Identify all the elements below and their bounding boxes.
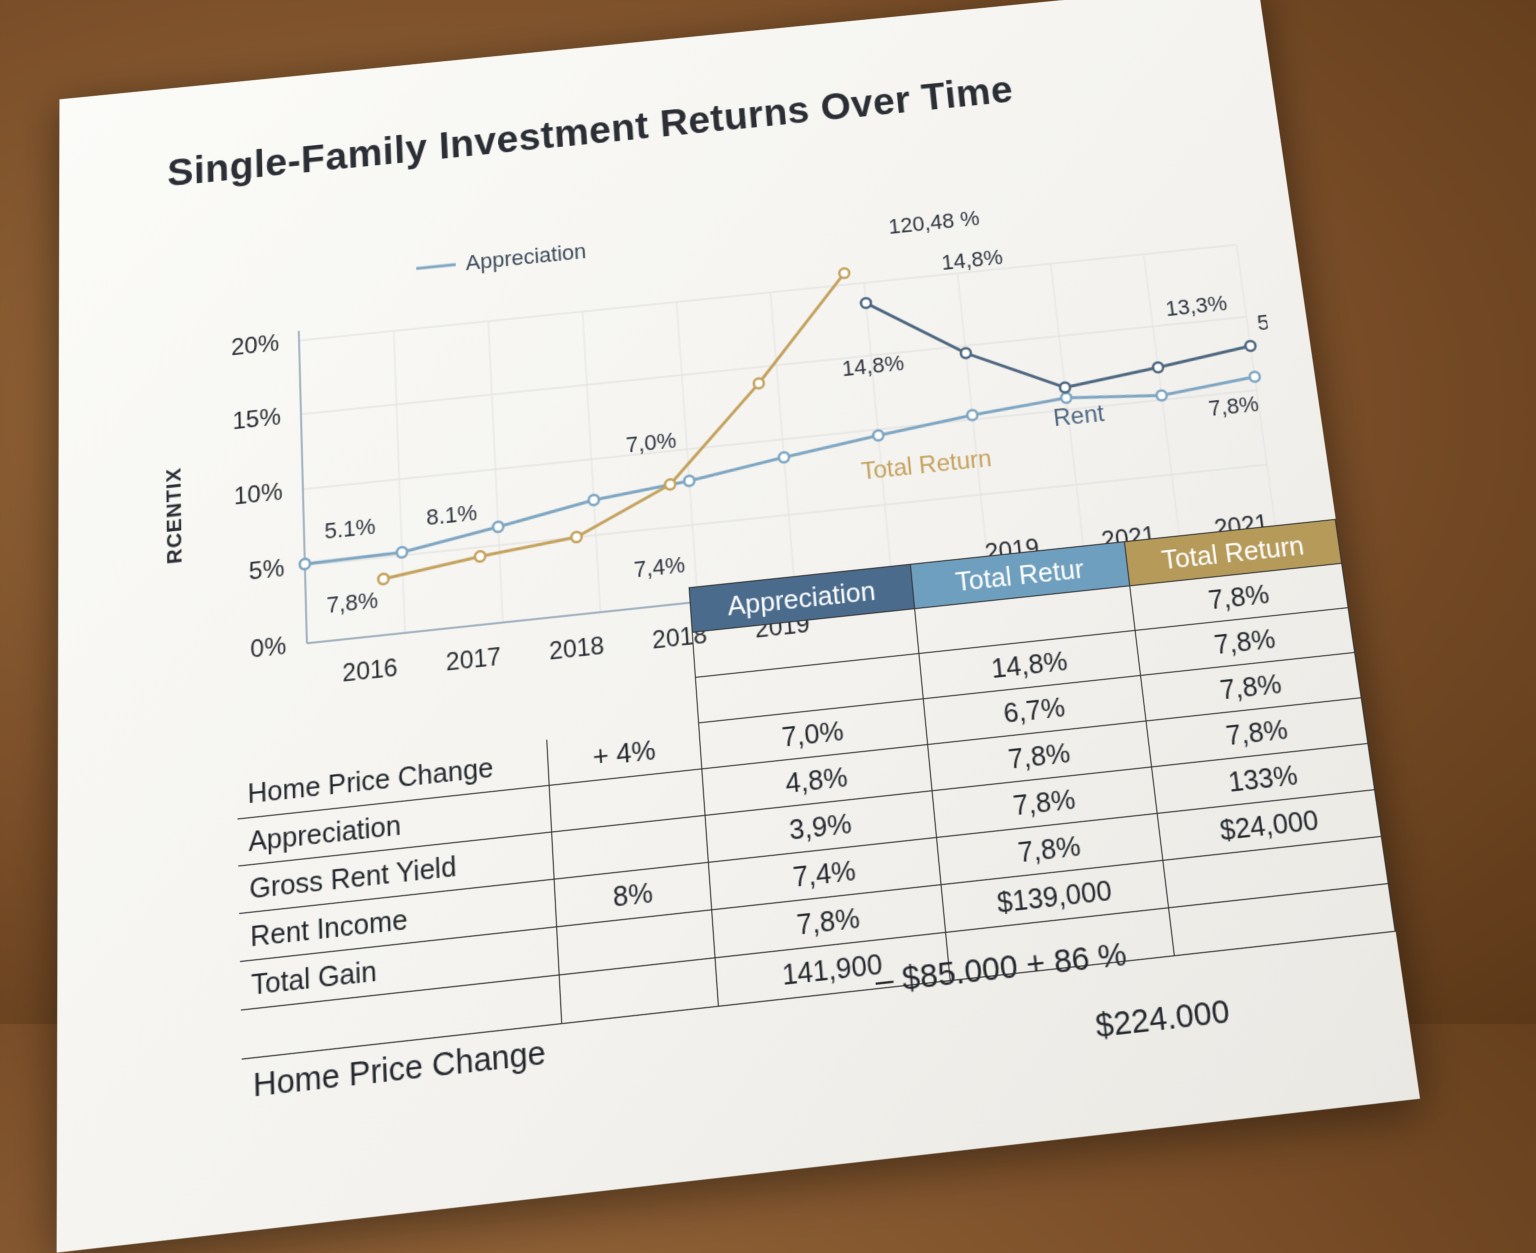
data-point [1249,371,1260,382]
series-label-rent: Rent [1052,399,1106,431]
data-point [1245,341,1256,352]
y-tick-label: 15% [232,403,281,434]
y-ticks: 0%5%10%15%20% [231,329,287,664]
gridline-v [583,312,601,613]
data-point [378,573,389,584]
gridline-v [770,292,795,591]
data-label: 14,8% [940,246,1004,276]
data-label: 7,8% [326,587,378,618]
legend: Appreciation [416,239,587,280]
data-label: 14,8% [841,351,905,382]
data-point [1059,382,1070,393]
data-point [967,410,978,421]
data-point [861,298,872,309]
y-tick-label: 5% [249,554,285,585]
data-point [588,494,599,505]
data-label: 7,0% [625,428,677,458]
data-point [873,430,884,441]
data-point [960,348,971,359]
legend-appreciation-label: Appreciation [465,239,587,275]
data-label: 5.1% [324,514,376,544]
data-point [397,547,408,558]
gridline-h [299,245,1236,341]
data-label: 120,48 % [887,206,980,239]
paper-sheet: Single-Family Investment Returns Over Ti… [57,0,1420,1253]
data-point [1061,392,1072,403]
series-line-total-return [374,273,867,579]
data-label: 8.1% [426,500,478,530]
gridline-v [957,273,988,571]
data-label: 13,3% [1164,291,1228,321]
data-point [1152,362,1163,373]
data-label: 7,4% [633,552,686,583]
footer-value-2: $224.000 [1094,993,1232,1047]
data-point [665,479,676,490]
y-tick-label: 20% [231,329,280,360]
y-axis [299,331,307,643]
data-label: 7,8% [1207,391,1260,421]
data-point [779,452,790,463]
data-point [753,378,764,389]
gridline-v [394,331,405,633]
data-point [839,268,850,279]
data-point [475,551,486,562]
data-point [684,475,695,486]
gridline-v [488,321,503,622]
data-label: 5,5% [1256,306,1307,335]
legend-appreciation-swatch [416,265,456,269]
y-axis-label: RCENTIX [163,466,187,565]
data-point [300,558,311,569]
y-tick-label: 10% [234,478,283,510]
data-point [571,531,582,542]
data-point [493,521,504,532]
data-point [1156,390,1167,401]
